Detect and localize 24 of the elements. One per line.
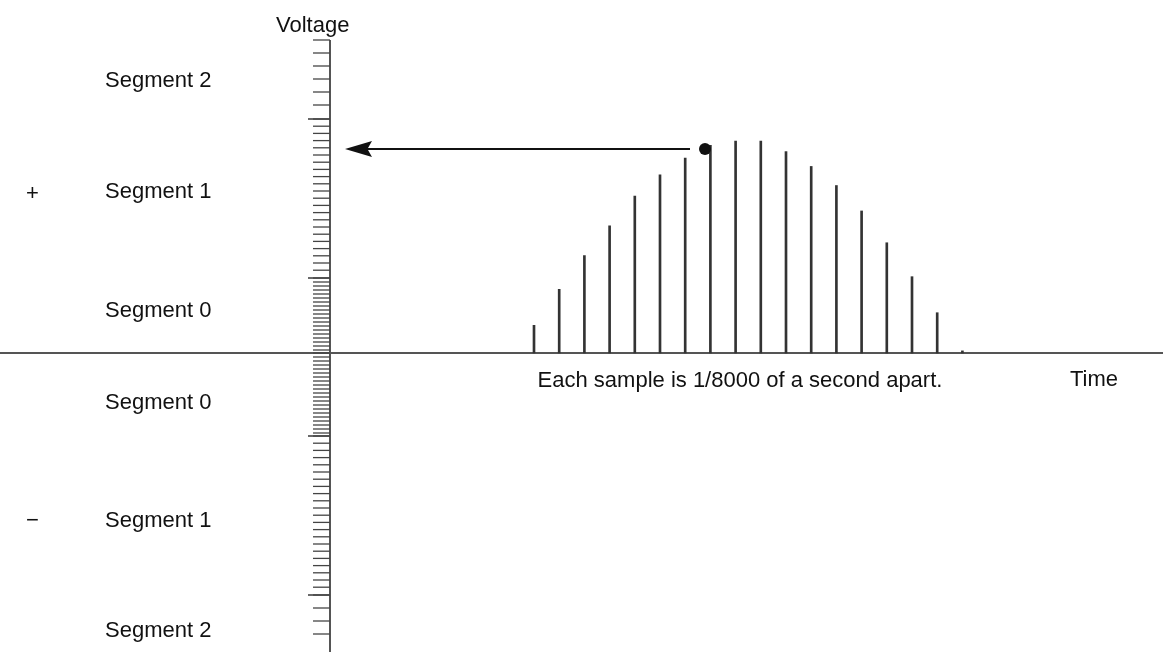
bar [709,144,712,354]
bar [557,289,561,354]
bar [759,140,763,354]
bar [583,255,586,354]
text: Segment 1 [105,507,212,533]
text: − [26,507,39,533]
bar [683,157,687,354]
text: + [26,180,39,206]
text: Segment 0 [105,297,212,323]
text: Segment 2 [105,617,212,643]
text: Segment 2 [105,67,212,93]
bar [860,210,863,354]
bar [885,242,889,354]
bar [608,225,611,354]
bar [935,312,939,354]
text: Voltage [276,12,350,38]
bar [835,185,838,354]
text: Segment 1 [105,178,212,204]
bar [809,166,813,354]
text: Each sample is 1/8000 of a second apart. [536,367,944,393]
text: Segment 0 [105,389,212,415]
bar [633,195,637,354]
x-axis-title: Time [1070,366,1119,392]
bar [734,140,737,354]
